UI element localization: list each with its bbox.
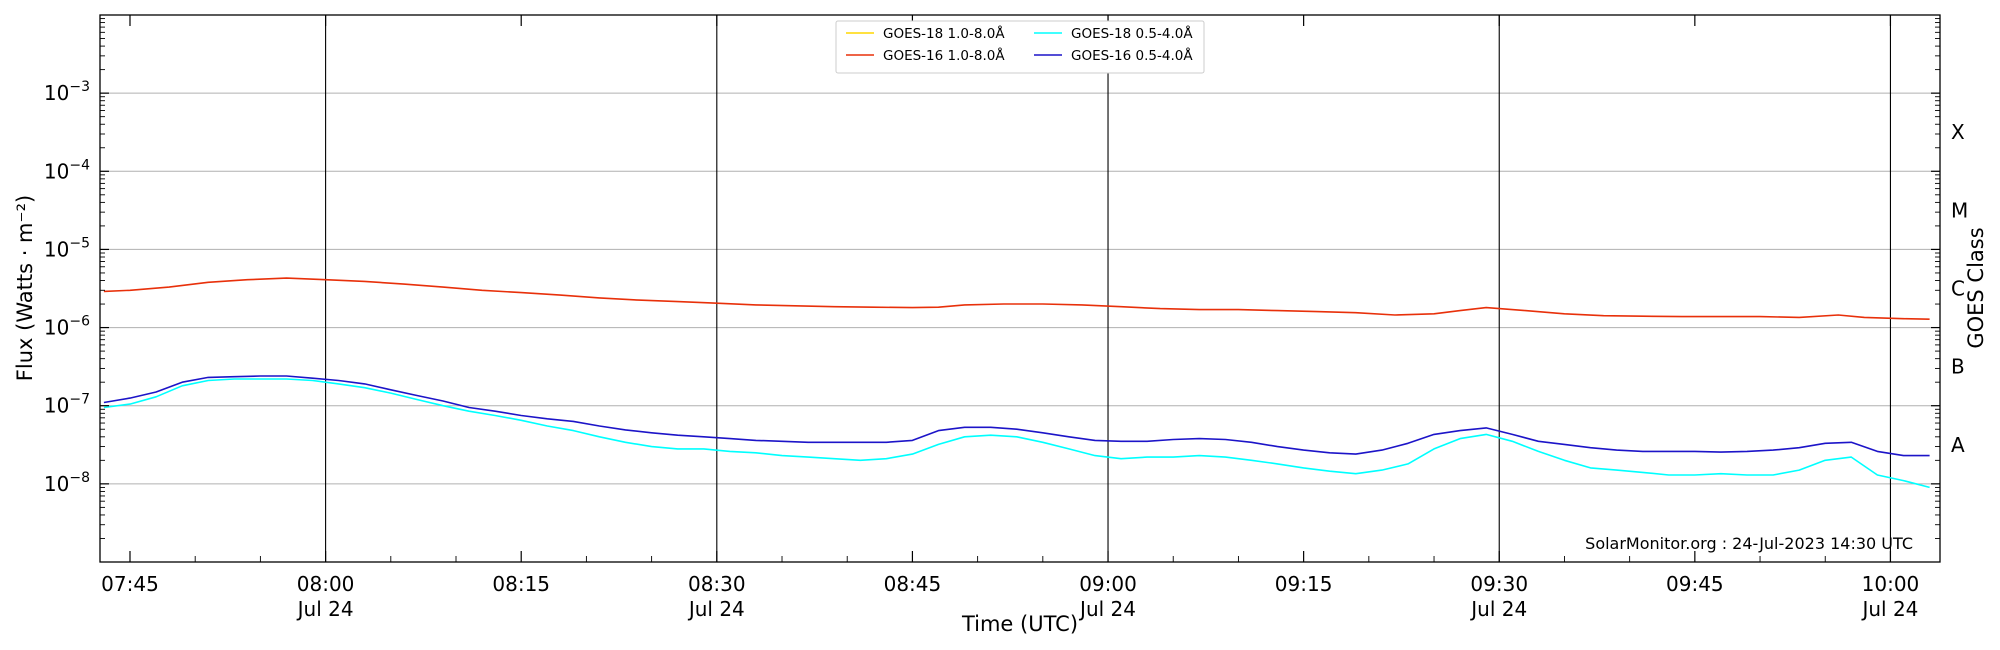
goes-class-c: C	[1951, 277, 1965, 301]
x-tick-label: 09:30	[1470, 572, 1528, 596]
plot-frame	[99, 14, 1941, 563]
x-tick-label: 10:00	[1862, 572, 1920, 596]
goes-class-x: X	[1951, 120, 1965, 144]
x-tick-label: 08:45	[884, 572, 942, 596]
x-tick-date-label: Jul 24	[296, 597, 354, 621]
legend-box	[835, 20, 1205, 74]
grid-lines	[100, 92, 1940, 485]
legend-label: GOES-16 1.0-8.0Å	[883, 47, 1005, 64]
x-tick-date-label: Jul 24	[687, 597, 745, 621]
x-tick-label: 09:15	[1275, 572, 1333, 596]
x-tick-label: 08:15	[492, 572, 550, 596]
credit-text: SolarMonitor.org : 24-Jul-2023 14:30 UTC	[1585, 534, 1913, 553]
y-axis-ticks: 10−8 10−7 10−6 10−5 10−4 10−3	[44, 18, 1940, 539]
goes-class-m: M	[1951, 198, 1968, 222]
x-tick-date-label: Jul 24	[1860, 597, 1918, 621]
goes-class-labels: A B C M X	[1951, 120, 1968, 457]
legend-items: GOES-18 1.0-8.0Å GOES-16 1.0-8.0Å GOES-18 …	[846, 25, 1193, 64]
y-tick-label: 10−6	[44, 314, 90, 340]
y-axis-title: Flux (Watts · m⁻²)	[13, 195, 37, 381]
y2-axis-title: GOES Class	[1964, 227, 1988, 348]
x-tick-label: 08:30	[688, 572, 746, 596]
y-tick-label: 10−4	[44, 157, 90, 183]
legend: GOES-18 1.0-8.0Å GOES-16 1.0-8.0Å GOES-18 …	[835, 20, 1205, 74]
plot-background	[100, 15, 1940, 562]
x-axis-title: Time (UTC)	[961, 612, 1078, 636]
goes-class-b: B	[1951, 355, 1965, 379]
x-tick-label: 09:45	[1666, 572, 1724, 596]
goes-class-a: A	[1951, 433, 1965, 457]
vertical-hour-lines	[325, 15, 1891, 562]
x-tick-label: 09:00	[1079, 572, 1137, 596]
y-tick-label: 10−3	[44, 79, 90, 105]
data-series	[103, 277, 1930, 489]
series-line-3	[103, 375, 1930, 457]
x-tick-label: 07:45	[101, 572, 159, 596]
series-line-2	[103, 378, 1930, 489]
legend-label: GOES-18 1.0-8.0Å	[883, 25, 1005, 42]
y-tick-label: 10−5	[44, 235, 90, 261]
x-tick-label: 08:00	[297, 572, 355, 596]
y-tick-label: 10−8	[44, 470, 90, 496]
x-tick-date-label: Jul 24	[1469, 597, 1527, 621]
x-tick-date-label: Jul 24	[1078, 597, 1136, 621]
legend-label: GOES-18 0.5-4.0Å	[1071, 25, 1193, 42]
y-tick-label: 10−7	[44, 392, 90, 418]
legend-label: GOES-16 0.5-4.0Å	[1071, 47, 1193, 64]
series-line-1	[103, 277, 1930, 320]
